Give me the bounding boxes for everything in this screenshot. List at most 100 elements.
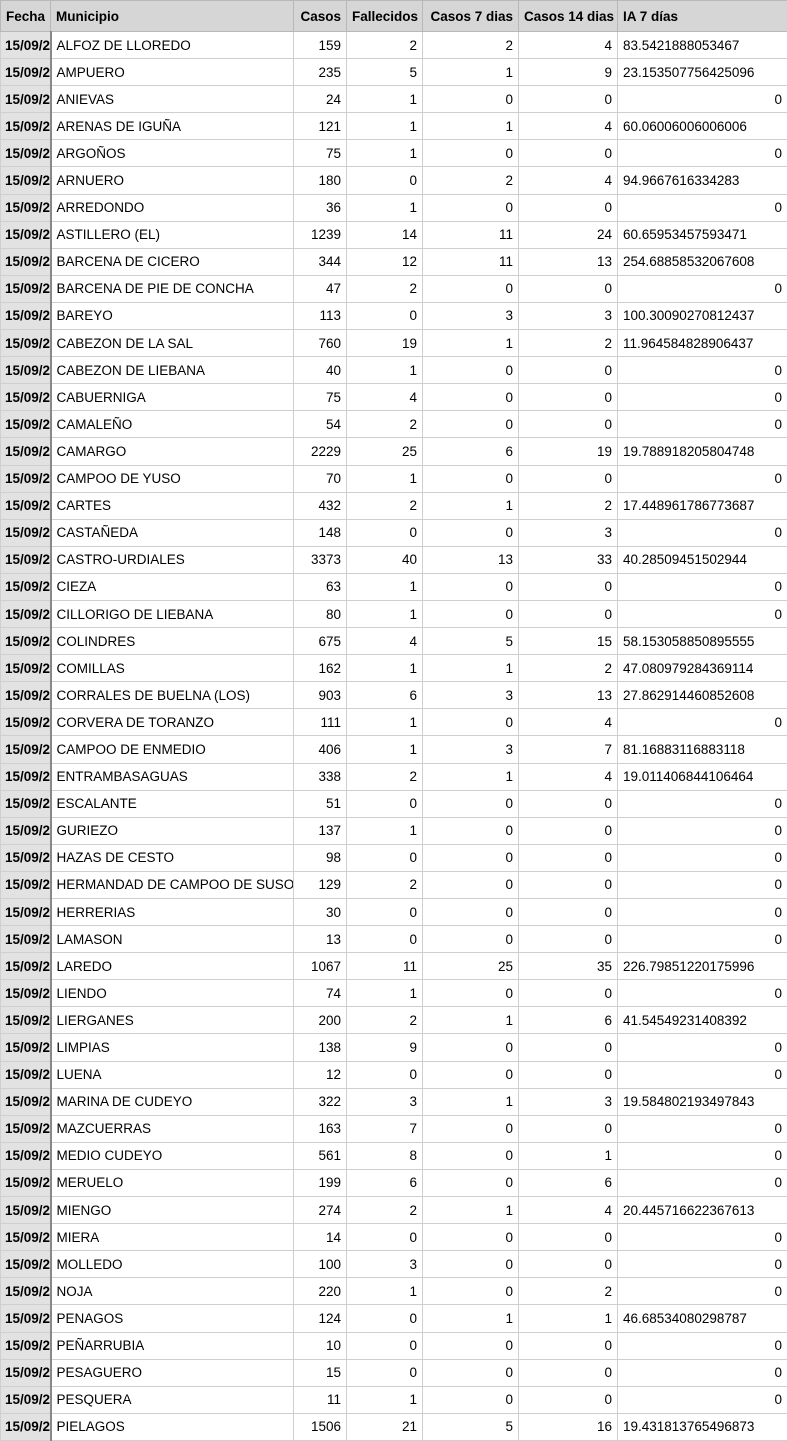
cell-fallecidos[interactable]: 14 bbox=[347, 221, 423, 248]
cell-ia-7-dias[interactable]: 17.448961786773687 bbox=[618, 492, 787, 519]
cell-ia-7-dias[interactable]: 0 bbox=[618, 817, 787, 844]
cell-ia-7-dias[interactable]: 11.964584828906437 bbox=[618, 330, 787, 357]
cell-municipio[interactable]: MOLLEDO bbox=[51, 1251, 294, 1278]
cell-casos[interactable]: 54 bbox=[294, 411, 347, 438]
cell-casos-7-dias[interactable]: 0 bbox=[423, 844, 519, 871]
cell-casos-7-dias[interactable]: 13 bbox=[423, 546, 519, 573]
cell-casos-7-dias[interactable]: 0 bbox=[423, 1169, 519, 1196]
cell-casos[interactable]: 113 bbox=[294, 302, 347, 329]
cell-fallecidos[interactable]: 2 bbox=[347, 32, 423, 59]
cell-ia-7-dias[interactable]: 0 bbox=[618, 384, 787, 411]
cell-casos[interactable]: 51 bbox=[294, 790, 347, 817]
cell-casos[interactable]: 162 bbox=[294, 655, 347, 682]
cell-fallecidos[interactable]: 0 bbox=[347, 1061, 423, 1088]
cell-fallecidos[interactable]: 2 bbox=[347, 411, 423, 438]
cell-fallecidos[interactable]: 1 bbox=[347, 465, 423, 492]
cell-casos-14-dias[interactable]: 0 bbox=[519, 1251, 618, 1278]
cell-fecha[interactable]: 15/09/2 bbox=[1, 1034, 51, 1061]
cell-municipio[interactable]: AMPUERO bbox=[51, 59, 294, 86]
cell-municipio[interactable]: MARINA DE CUDEYO bbox=[51, 1088, 294, 1115]
cell-casos-7-dias[interactable]: 25 bbox=[423, 953, 519, 980]
cell-fecha[interactable]: 15/09/2 bbox=[1, 357, 51, 384]
cell-ia-7-dias[interactable]: 19.788918205804748 bbox=[618, 438, 787, 465]
cell-fecha[interactable]: 15/09/2 bbox=[1, 167, 51, 194]
cell-fallecidos[interactable]: 1 bbox=[347, 113, 423, 140]
cell-casos-14-dias[interactable]: 0 bbox=[519, 871, 618, 898]
cell-municipio[interactable]: GURIEZO bbox=[51, 817, 294, 844]
cell-fallecidos[interactable]: 2 bbox=[347, 763, 423, 790]
cell-casos-7-dias[interactable]: 2 bbox=[423, 32, 519, 59]
cell-fecha[interactable]: 15/09/2 bbox=[1, 59, 51, 86]
cell-casos[interactable]: 163 bbox=[294, 1115, 347, 1142]
cell-fecha[interactable]: 15/09/2 bbox=[1, 1197, 51, 1224]
cell-ia-7-dias[interactable]: 23.153507756425096 bbox=[618, 59, 787, 86]
cell-fallecidos[interactable]: 2 bbox=[347, 871, 423, 898]
cell-ia-7-dias[interactable]: 0 bbox=[618, 709, 787, 736]
cell-municipio[interactable]: ASTILLERO (EL) bbox=[51, 221, 294, 248]
cell-municipio[interactable]: CORVERA DE TORANZO bbox=[51, 709, 294, 736]
cell-casos[interactable]: 159 bbox=[294, 32, 347, 59]
cell-casos[interactable]: 124 bbox=[294, 1305, 347, 1332]
cell-casos-14-dias[interactable]: 4 bbox=[519, 167, 618, 194]
cell-fallecidos[interactable]: 0 bbox=[347, 1224, 423, 1251]
cell-fecha[interactable]: 15/09/2 bbox=[1, 140, 51, 167]
cell-casos-7-dias[interactable]: 0 bbox=[423, 519, 519, 546]
cell-fecha[interactable]: 15/09/2 bbox=[1, 980, 51, 1007]
cell-fecha[interactable]: 15/09/2 bbox=[1, 1278, 51, 1305]
cell-ia-7-dias[interactable]: 0 bbox=[618, 1278, 787, 1305]
cell-ia-7-dias[interactable]: 60.65953457593471 bbox=[618, 221, 787, 248]
cell-municipio[interactable]: COMILLAS bbox=[51, 655, 294, 682]
cell-fallecidos[interactable]: 1 bbox=[347, 736, 423, 763]
cell-casos-7-dias[interactable]: 1 bbox=[423, 1305, 519, 1332]
cell-fallecidos[interactable]: 2 bbox=[347, 275, 423, 302]
cell-municipio[interactable]: CAMALEÑO bbox=[51, 411, 294, 438]
cell-casos[interactable]: 70 bbox=[294, 465, 347, 492]
cell-casos-14-dias[interactable]: 0 bbox=[519, 1332, 618, 1359]
cell-casos-14-dias[interactable]: 0 bbox=[519, 573, 618, 600]
cell-casos-14-dias[interactable]: 3 bbox=[519, 1088, 618, 1115]
cell-ia-7-dias[interactable]: 0 bbox=[618, 1224, 787, 1251]
cell-ia-7-dias[interactable]: 0 bbox=[618, 1332, 787, 1359]
column-header-ia-7-dias[interactable]: IA 7 días bbox=[618, 1, 787, 32]
cell-fallecidos[interactable]: 1 bbox=[347, 709, 423, 736]
cell-municipio[interactable]: CABEZON DE LA SAL bbox=[51, 330, 294, 357]
cell-fecha[interactable]: 15/09/2 bbox=[1, 519, 51, 546]
cell-fallecidos[interactable]: 4 bbox=[347, 384, 423, 411]
cell-casos-7-dias[interactable]: 0 bbox=[423, 1061, 519, 1088]
cell-fecha[interactable]: 15/09/2 bbox=[1, 763, 51, 790]
cell-casos-14-dias[interactable]: 4 bbox=[519, 1197, 618, 1224]
cell-casos-7-dias[interactable]: 0 bbox=[423, 871, 519, 898]
cell-ia-7-dias[interactable]: 60.06006006006006 bbox=[618, 113, 787, 140]
cell-fecha[interactable]: 15/09/2 bbox=[1, 871, 51, 898]
cell-casos-14-dias[interactable]: 0 bbox=[519, 357, 618, 384]
cell-fallecidos[interactable]: 0 bbox=[347, 899, 423, 926]
cell-municipio[interactable]: MEDIO CUDEYO bbox=[51, 1142, 294, 1169]
cell-casos[interactable]: 235 bbox=[294, 59, 347, 86]
cell-casos[interactable]: 1506 bbox=[294, 1413, 347, 1440]
cell-casos-14-dias[interactable]: 0 bbox=[519, 980, 618, 1007]
cell-casos[interactable]: 11 bbox=[294, 1386, 347, 1413]
cell-casos-14-dias[interactable]: 1 bbox=[519, 1142, 618, 1169]
cell-fecha[interactable]: 15/09/2 bbox=[1, 573, 51, 600]
cell-casos-7-dias[interactable]: 11 bbox=[423, 221, 519, 248]
cell-casos-14-dias[interactable]: 0 bbox=[519, 790, 618, 817]
cell-fallecidos[interactable]: 9 bbox=[347, 1034, 423, 1061]
cell-casos-14-dias[interactable]: 0 bbox=[519, 899, 618, 926]
cell-casos-14-dias[interactable]: 0 bbox=[519, 275, 618, 302]
cell-casos[interactable]: 561 bbox=[294, 1142, 347, 1169]
cell-casos[interactable]: 74 bbox=[294, 980, 347, 1007]
cell-casos-14-dias[interactable]: 4 bbox=[519, 32, 618, 59]
cell-ia-7-dias[interactable]: 19.584802193497843 bbox=[618, 1088, 787, 1115]
column-header-fecha[interactable]: Fecha bbox=[1, 1, 51, 32]
cell-ia-7-dias[interactable]: 0 bbox=[618, 1142, 787, 1169]
cell-municipio[interactable]: PENAGOS bbox=[51, 1305, 294, 1332]
cell-casos-14-dias[interactable]: 1 bbox=[519, 1305, 618, 1332]
cell-casos-7-dias[interactable]: 0 bbox=[423, 140, 519, 167]
cell-fecha[interactable]: 15/09/2 bbox=[1, 1251, 51, 1278]
cell-casos-7-dias[interactable]: 1 bbox=[423, 113, 519, 140]
cell-casos[interactable]: 1239 bbox=[294, 221, 347, 248]
cell-fallecidos[interactable]: 0 bbox=[347, 302, 423, 329]
cell-municipio[interactable]: HAZAS DE CESTO bbox=[51, 844, 294, 871]
cell-fallecidos[interactable]: 1 bbox=[347, 1278, 423, 1305]
cell-casos-14-dias[interactable]: 24 bbox=[519, 221, 618, 248]
